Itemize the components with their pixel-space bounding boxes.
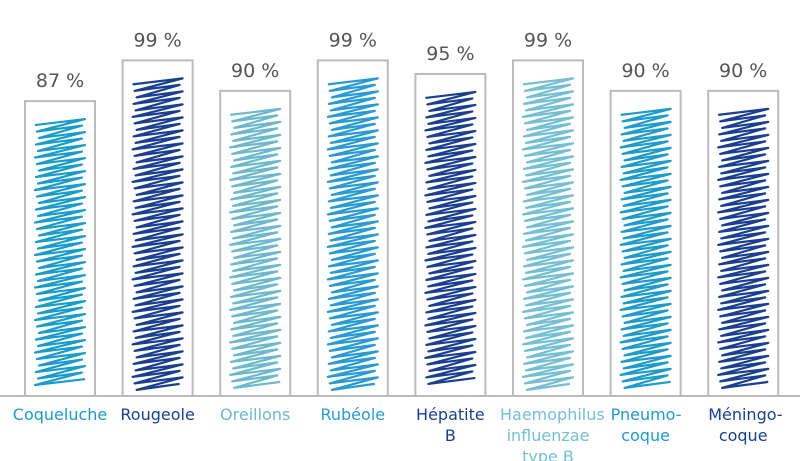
scribble bbox=[229, 107, 282, 389]
scribble bbox=[717, 107, 770, 389]
bar bbox=[707, 89, 780, 396]
category-label: Pneumo-coque bbox=[610, 405, 682, 445]
category-label: Haemophilus influenzae type B bbox=[500, 405, 605, 461]
category-label: Rougeole bbox=[120, 405, 195, 424]
value-label: 90 % bbox=[231, 60, 279, 82]
bar bbox=[24, 100, 96, 396]
bar bbox=[316, 59, 389, 396]
bar bbox=[512, 59, 584, 396]
value-label: 99 % bbox=[524, 29, 572, 51]
bar bbox=[414, 72, 487, 396]
bar bbox=[219, 89, 292, 396]
value-label: 90 % bbox=[621, 60, 669, 82]
scribble bbox=[521, 77, 575, 391]
scribble bbox=[619, 107, 672, 389]
scribble bbox=[33, 117, 87, 387]
category-label: Rubéole bbox=[320, 405, 386, 424]
value-label: 90 % bbox=[719, 60, 767, 82]
scribble bbox=[326, 77, 379, 391]
category-label: Hépatite B bbox=[416, 405, 485, 445]
category-label: Oreillons bbox=[220, 405, 291, 424]
bar bbox=[121, 59, 194, 396]
scribble bbox=[424, 90, 477, 386]
bar bbox=[609, 89, 682, 396]
value-label: 99 % bbox=[133, 29, 181, 51]
category-label: Coqueluche bbox=[12, 405, 108, 424]
value-label: 87 % bbox=[36, 70, 84, 92]
scribble bbox=[131, 77, 184, 391]
value-label: 99 % bbox=[329, 29, 377, 51]
value-label: 95 % bbox=[426, 43, 474, 65]
category-label: Méningo-coque bbox=[708, 405, 783, 445]
